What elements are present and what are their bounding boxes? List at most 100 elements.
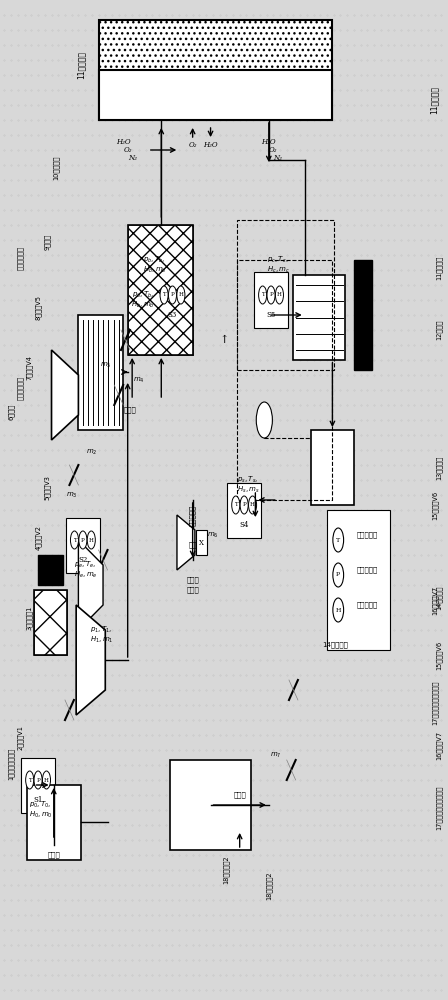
- Text: H: H: [178, 292, 183, 298]
- Bar: [34, 590, 67, 655]
- Text: P: P: [269, 292, 273, 298]
- Text: 3空气风扇1: 3空气风扇1: [26, 606, 32, 630]
- Text: P: P: [81, 538, 85, 542]
- Bar: [254, 272, 288, 328]
- Text: H₂O: H₂O: [203, 141, 218, 149]
- Bar: [311, 430, 354, 505]
- Text: O₂: O₂: [189, 141, 197, 149]
- Text: 16控制阀V7: 16控制阀V7: [431, 586, 438, 615]
- Text: H: H: [250, 502, 255, 508]
- Bar: [27, 785, 81, 860]
- Circle shape: [276, 286, 284, 304]
- Text: $p_s, T_s,$: $p_s, T_s,$: [237, 475, 259, 485]
- Circle shape: [240, 496, 248, 514]
- Text: H: H: [277, 292, 282, 298]
- Text: $p_e, T_e,$: $p_e, T_e,$: [74, 560, 96, 570]
- Text: 14氢传感器: 14氢传感器: [323, 642, 349, 648]
- Text: 9增湿器: 9增湿器: [44, 234, 50, 250]
- Text: 11空气出口: 11空气出口: [436, 256, 442, 280]
- Text: $H_0, m_0$: $H_0, m_0$: [29, 810, 53, 820]
- Circle shape: [168, 286, 177, 304]
- Text: H: H: [89, 538, 94, 542]
- Text: $H_b, m_b$: $H_b, m_b$: [131, 300, 155, 310]
- Text: $m_7$: $m_7$: [270, 750, 281, 760]
- Circle shape: [333, 598, 344, 622]
- Text: T: T: [261, 292, 264, 298]
- Circle shape: [70, 531, 78, 549]
- Bar: [237, 220, 334, 370]
- Circle shape: [258, 286, 267, 304]
- Text: 通大气: 通大气: [47, 852, 60, 858]
- Text: H: H: [336, 608, 341, 612]
- Text: O₂: O₂: [269, 146, 277, 154]
- Text: N₂: N₂: [128, 154, 137, 162]
- Text: $m_3$: $m_3$: [66, 490, 78, 500]
- Text: O₂: O₂: [124, 146, 132, 154]
- Bar: [156, 272, 190, 328]
- Text: S2: S2: [78, 556, 87, 564]
- Bar: [99, 20, 332, 120]
- Text: S1: S1: [34, 796, 43, 804]
- Circle shape: [232, 496, 240, 514]
- Text: $H_c, m_c$: $H_c, m_c$: [267, 265, 290, 275]
- Text: 11电堆本体: 11电堆本体: [76, 51, 85, 79]
- Text: N₂: N₂: [273, 154, 282, 162]
- Text: 8控制阀V5: 8控制阀V5: [35, 295, 41, 320]
- Text: T: T: [162, 292, 166, 298]
- Text: $m_6$: $m_6$: [207, 530, 219, 540]
- Text: 回路: 回路: [189, 542, 197, 548]
- Text: 冷却旁通回路: 冷却旁通回路: [17, 376, 23, 400]
- Text: P: P: [171, 292, 174, 298]
- Bar: [354, 260, 372, 370]
- Bar: [34, 590, 67, 655]
- Circle shape: [160, 286, 168, 304]
- Text: 2控制阀V1: 2控制阀V1: [17, 725, 23, 750]
- Bar: [128, 225, 193, 355]
- Text: 湿度传感器: 湿度传感器: [356, 602, 377, 608]
- Bar: [38, 555, 63, 585]
- Text: $p_b, T_b,$: $p_b, T_b,$: [143, 255, 166, 265]
- Circle shape: [256, 402, 272, 438]
- Text: 5控制阀V3: 5控制阀V3: [44, 475, 50, 500]
- Text: 排气再循环: 排气再循环: [190, 504, 196, 526]
- Text: 14氢传感器: 14氢传感器: [436, 586, 442, 610]
- Bar: [78, 315, 123, 430]
- Polygon shape: [52, 350, 78, 440]
- Text: 13增湿水箱: 13增湿水箱: [436, 456, 442, 480]
- Text: 通大气: 通大气: [233, 792, 246, 798]
- Polygon shape: [78, 540, 103, 630]
- Text: T: T: [73, 538, 76, 542]
- Text: $H_s, m_s$: $H_s, m_s$: [237, 485, 260, 495]
- Polygon shape: [177, 515, 195, 570]
- Text: $p_1, T_1,$: $p_1, T_1,$: [90, 625, 112, 635]
- Text: 4控制阀V2: 4控制阀V2: [35, 525, 41, 550]
- Circle shape: [34, 771, 42, 789]
- Text: 15控制阀V6: 15控制阀V6: [436, 641, 442, 670]
- Text: 6散热器: 6散热器: [8, 404, 14, 420]
- Bar: [196, 530, 207, 555]
- Text: X: X: [199, 539, 204, 547]
- Circle shape: [267, 286, 275, 304]
- Text: T: T: [336, 538, 340, 542]
- Bar: [22, 758, 55, 812]
- Text: $H_b, m_b$: $H_b, m_b$: [143, 265, 167, 275]
- Circle shape: [43, 771, 51, 789]
- Text: 温度传感器: 温度传感器: [356, 532, 377, 538]
- Circle shape: [79, 531, 87, 549]
- Bar: [293, 275, 345, 360]
- Text: H₂O: H₂O: [262, 138, 276, 146]
- Bar: [99, 20, 332, 70]
- Text: 16控制阀V7: 16控制阀V7: [436, 731, 442, 760]
- Text: $H_e, m_e$: $H_e, m_e$: [74, 570, 98, 580]
- Text: H₂O: H₂O: [116, 138, 130, 146]
- Text: H: H: [44, 778, 49, 782]
- Text: $p_b, T_b,$: $p_b, T_b,$: [132, 290, 155, 300]
- Text: $m_4$: $m_4$: [133, 375, 145, 385]
- Text: 12冷凝器: 12冷凝器: [436, 320, 442, 340]
- Circle shape: [333, 528, 344, 552]
- Text: T: T: [234, 502, 237, 508]
- Text: ↑: ↑: [220, 335, 228, 345]
- Text: 7控制阀V4: 7控制阀V4: [26, 355, 32, 380]
- Text: 10空气入口: 10空气入口: [53, 156, 59, 180]
- Text: 压力传感器: 压力传感器: [356, 567, 377, 573]
